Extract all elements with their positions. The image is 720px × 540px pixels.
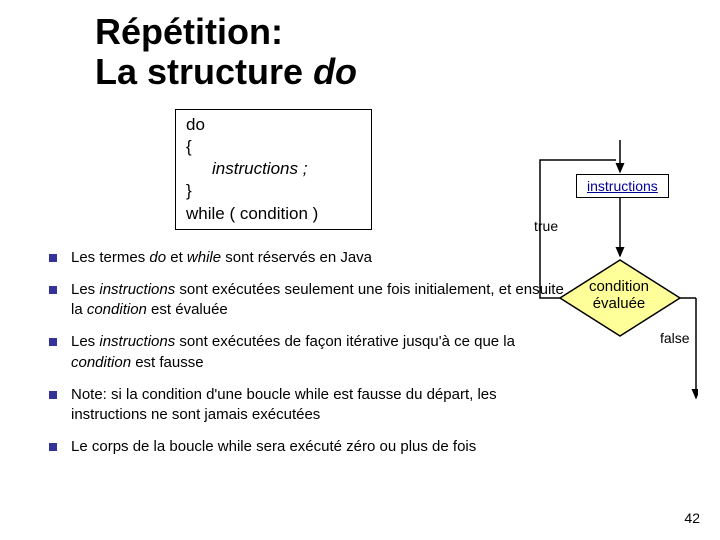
txt-it: instructions xyxy=(99,281,175,298)
txt: Note: si la condition d'une boucle while… xyxy=(71,386,497,423)
label-false: false xyxy=(660,330,690,346)
txt-it: instructions xyxy=(99,333,175,350)
page-number: 42 xyxy=(684,510,700,526)
txt: et xyxy=(166,249,187,266)
label-true: true xyxy=(534,218,558,234)
flow-condition-box: condition évaluée xyxy=(564,278,674,313)
code-box: do { instructions ; } while ( condition … xyxy=(175,109,372,229)
txt: sont exécutées de façon itérative jusqu'… xyxy=(175,333,515,350)
txt: Les termes xyxy=(71,249,149,266)
txt: est fausse xyxy=(131,354,204,371)
list-item: Les instructions sont exécutées seulemen… xyxy=(45,280,571,321)
code-l4: } xyxy=(186,180,361,202)
list-item: Le corps de la boucle while sera exécuté… xyxy=(45,437,571,457)
txt: Le corps de la boucle while sera exécuté… xyxy=(71,438,476,455)
title-line2-italic: do xyxy=(313,51,357,92)
txt: Les xyxy=(71,281,99,298)
slide-title: Répétition: La structure do xyxy=(95,12,690,91)
list-item: Les termes do et while sont réservés en … xyxy=(45,248,571,268)
code-l2: { xyxy=(186,136,361,158)
list-item: Les instructions sont exécutées de façon… xyxy=(45,332,571,373)
txt-it: condition xyxy=(87,301,147,318)
flow-instructions-box: instructions xyxy=(576,174,669,198)
txt: sont réservés en Java xyxy=(221,249,372,266)
code-l3: instructions ; xyxy=(212,158,361,180)
slide: Répétition: La structure do do { instruc… xyxy=(0,0,720,540)
title-line2-pre: La structure xyxy=(95,51,313,92)
flowchart: instructions condition évaluée true fals… xyxy=(528,140,698,400)
txt-it: do xyxy=(149,249,166,266)
cond-l2: évaluée xyxy=(593,295,646,312)
code-l1: do xyxy=(186,114,361,136)
txt: est évaluée xyxy=(147,301,228,318)
list-item: Note: si la condition d'une boucle while… xyxy=(45,385,571,426)
txt-it: condition xyxy=(71,354,131,371)
txt-it: while xyxy=(187,249,221,266)
code-l5: while ( condition ) xyxy=(186,203,361,225)
title-line1: Répétition: xyxy=(95,11,283,52)
txt: Les xyxy=(71,333,99,350)
cond-l1: condition xyxy=(589,278,649,295)
